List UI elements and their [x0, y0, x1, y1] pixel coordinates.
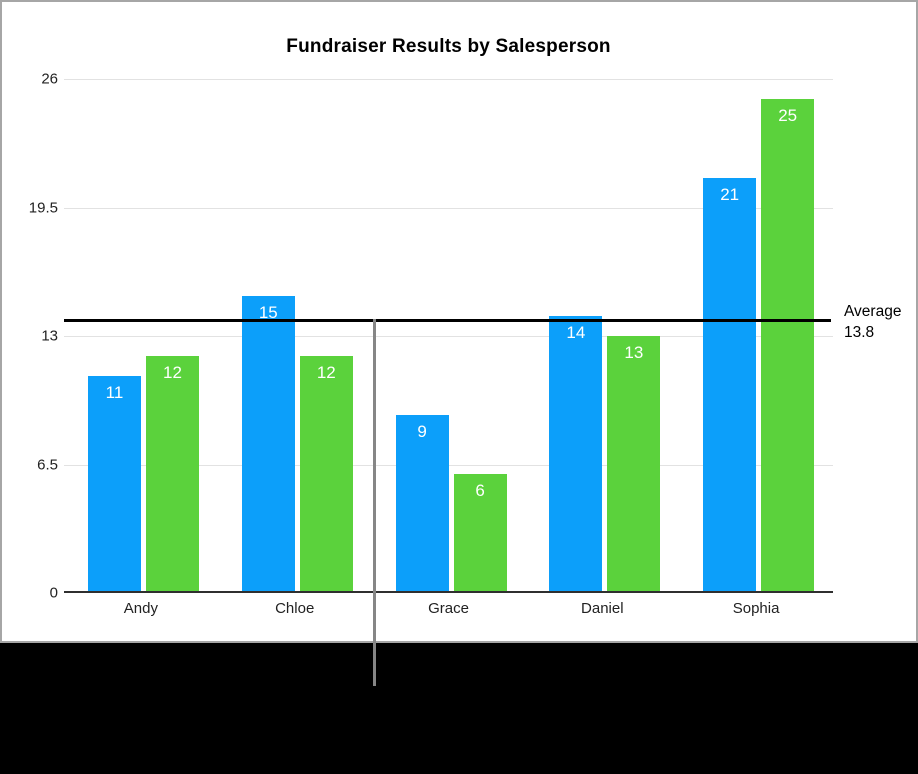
- bar-value-label: 11: [105, 382, 124, 402]
- bar: [761, 98, 815, 593]
- bar: [241, 296, 295, 593]
- bar: [88, 375, 141, 593]
- bar-value-label: 12: [163, 362, 182, 382]
- gridline: [64, 79, 833, 80]
- bar: [146, 355, 199, 593]
- bar: [549, 316, 603, 593]
- bar-value-label: 14: [566, 323, 586, 343]
- bar-value-label: 15: [258, 303, 278, 323]
- chart-title: Fundraiser Results by Salesperson: [286, 36, 611, 57]
- screenshot-panel: Fundraiser Results by Salesperson Averag…: [0, 0, 918, 643]
- bar: [607, 336, 661, 593]
- bar: [299, 355, 353, 593]
- average-reference-line: [64, 318, 831, 322]
- bar: [703, 177, 757, 593]
- x-axis-category-label: Chloe: [275, 600, 315, 617]
- y-axis-tick-label: 26: [41, 70, 58, 88]
- x-axis-category-label: Sophia: [732, 600, 780, 617]
- bar-value-label: 9: [417, 422, 427, 442]
- bar-value-label: 12: [316, 362, 336, 382]
- y-axis-tick-label: 0: [49, 584, 58, 602]
- x-axis-category-label: Daniel: [581, 600, 624, 617]
- bar: [395, 415, 449, 593]
- gridline: [64, 207, 833, 209]
- bar: [453, 474, 507, 593]
- bar-value-label: 21: [720, 184, 740, 204]
- callout-line: [373, 319, 376, 686]
- average-line-value: 13.8: [844, 324, 875, 341]
- x-axis-category-label: Grace: [428, 600, 469, 617]
- x-axis-line: [64, 591, 833, 593]
- x-axis-category-label: Andy: [123, 600, 158, 617]
- y-axis-tick-label: 19.5: [28, 199, 58, 216]
- y-axis-tick-label: 6.5: [37, 456, 58, 473]
- average-line-label: Average 13.8: [844, 301, 901, 343]
- y-axis-tick-label: 13: [41, 327, 58, 345]
- bar-value-label: 25: [778, 105, 798, 125]
- gridline: [64, 336, 833, 337]
- bar-value-label: 6: [475, 481, 485, 501]
- bar-value-label: 13: [624, 343, 644, 362]
- average-line-label-text: Average: [844, 303, 902, 320]
